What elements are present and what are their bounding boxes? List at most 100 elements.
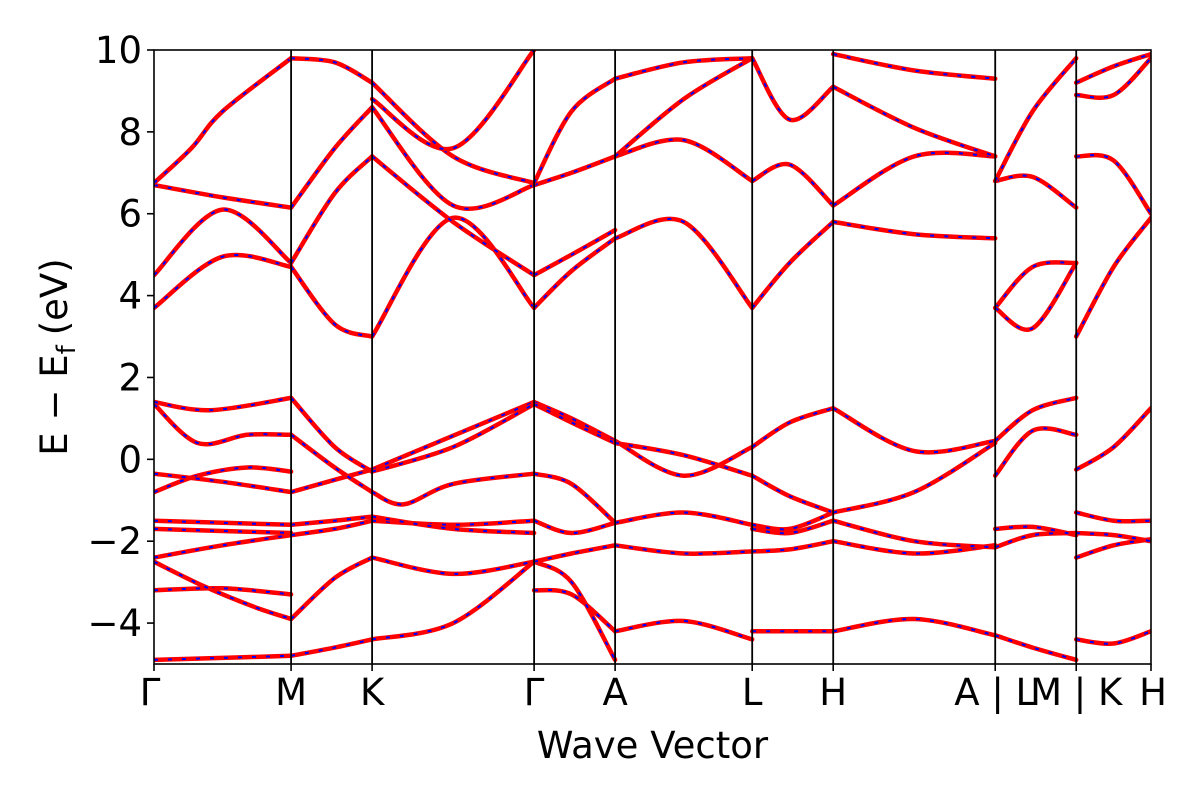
band-23-dashed bbox=[290, 106, 373, 209]
band-35-dashed bbox=[371, 81, 535, 184]
band-87-solid bbox=[1073, 510, 1151, 524]
band-35-solid bbox=[369, 80, 537, 186]
band-72-dashed bbox=[832, 151, 996, 207]
band-36-dashed bbox=[371, 50, 535, 151]
band-40-solid bbox=[531, 518, 618, 536]
band-63-dashed bbox=[751, 221, 834, 309]
band-28-solid bbox=[369, 514, 537, 536]
band-26-solid bbox=[369, 555, 537, 577]
band-37-solid bbox=[531, 587, 618, 634]
x-tick-label-9: H bbox=[1139, 671, 1167, 714]
band-42-solid bbox=[531, 399, 618, 444]
band-20-dashed bbox=[290, 397, 373, 473]
band-4-solid bbox=[154, 518, 294, 528]
band-88-solid bbox=[1073, 405, 1151, 472]
y-tick-label-0: −4 bbox=[87, 602, 142, 645]
band-34-dashed bbox=[371, 106, 535, 210]
band-78-dashed bbox=[994, 427, 1077, 477]
band-70-dashed bbox=[832, 407, 996, 454]
band-84-solid bbox=[1073, 629, 1151, 647]
band-36-solid bbox=[369, 50, 537, 152]
band-41-dashed bbox=[533, 472, 616, 524]
x-tick-labels: Γ M K Γ A L H A | LM | K H bbox=[140, 664, 1167, 714]
x-tick-label-5: L bbox=[742, 671, 763, 714]
band-5-solid bbox=[154, 526, 294, 536]
band-62-solid bbox=[749, 473, 836, 515]
x-tick-label-1: M bbox=[275, 671, 307, 714]
band-9-solid bbox=[154, 395, 294, 413]
band-81-dashed bbox=[994, 262, 1078, 331]
band-61-dashed bbox=[751, 407, 834, 448]
band-74-solid bbox=[830, 51, 998, 81]
band-12-solid bbox=[154, 182, 294, 210]
band-90-dashed bbox=[1076, 154, 1151, 215]
y-axis-label-unit: (eV) bbox=[33, 258, 76, 335]
band-58-solid bbox=[749, 538, 836, 554]
band-89-solid bbox=[1073, 215, 1151, 339]
band-31-dashed bbox=[371, 403, 535, 473]
band-53-dashed bbox=[614, 217, 753, 309]
x-tick-label-4: A bbox=[602, 671, 627, 714]
y-tick-label-2: 0 bbox=[118, 438, 142, 481]
band-22-solid bbox=[288, 154, 375, 266]
band-75-solid bbox=[992, 633, 1079, 663]
band-85-solid bbox=[1073, 536, 1151, 560]
band-47-dashed bbox=[533, 77, 616, 184]
band-2-solid bbox=[154, 559, 294, 622]
band-13-solid bbox=[154, 55, 294, 186]
x-tick-label-0: Γ bbox=[140, 671, 161, 714]
band-88-dashed bbox=[1075, 407, 1151, 471]
band-79-dashed bbox=[994, 396, 1077, 442]
band-83-solid bbox=[992, 55, 1079, 184]
band-65-solid bbox=[749, 55, 836, 123]
y-axis-label: E − Ef (eV) bbox=[33, 258, 82, 455]
y-tick-label-1: −2 bbox=[87, 520, 142, 563]
band-lines bbox=[154, 50, 1151, 663]
y-tick-label-4: 4 bbox=[118, 275, 142, 318]
band-7-dashed bbox=[154, 472, 292, 494]
band-39-dashed bbox=[533, 544, 616, 563]
band-19-solid bbox=[288, 432, 375, 495]
band-14-dashed bbox=[290, 638, 373, 657]
band-17-dashed bbox=[291, 515, 373, 526]
band-71-solid bbox=[830, 219, 998, 241]
x-tick-label-8: M | K bbox=[1030, 671, 1124, 714]
band-32-dashed bbox=[371, 216, 535, 338]
band-69-solid bbox=[830, 440, 998, 515]
band-70-solid bbox=[830, 405, 998, 455]
band-18-dashed bbox=[290, 468, 373, 494]
band-15-solid bbox=[288, 555, 375, 622]
band-39-solid bbox=[531, 543, 618, 564]
band-24-dashed bbox=[291, 57, 373, 84]
band-50-dashed bbox=[614, 511, 753, 526]
band-41-solid bbox=[531, 471, 618, 526]
band-48-dashed bbox=[614, 619, 753, 641]
band-12-dashed bbox=[154, 184, 292, 209]
band-90-solid bbox=[1073, 152, 1151, 216]
band-77-dashed bbox=[995, 525, 1077, 537]
band-61-solid bbox=[749, 405, 836, 450]
y-tick-label-6: 8 bbox=[118, 111, 142, 154]
band-79-solid bbox=[992, 395, 1079, 444]
band-21-solid bbox=[288, 264, 375, 339]
band-58-dashed bbox=[752, 540, 834, 553]
band-29-solid bbox=[369, 471, 537, 507]
band-69-dashed bbox=[832, 442, 996, 514]
band-10-solid bbox=[154, 252, 294, 311]
band-59-dashed bbox=[752, 519, 834, 535]
band-54-solid bbox=[612, 137, 755, 184]
band-53-solid bbox=[612, 216, 755, 311]
band-65-dashed bbox=[751, 57, 834, 121]
band-72-solid bbox=[830, 150, 998, 208]
band-10-dashed bbox=[154, 254, 292, 309]
band-30-dashed bbox=[371, 401, 535, 471]
band-80-solid bbox=[992, 260, 1079, 311]
band-21-dashed bbox=[290, 266, 373, 338]
x-axis-label: Wave Vector bbox=[537, 724, 769, 767]
band-3-dashed bbox=[154, 534, 292, 559]
band-78-solid bbox=[992, 426, 1079, 478]
band-9-dashed bbox=[154, 396, 292, 412]
y-ticks: −4 −2 0 2 4 6 8 10 bbox=[87, 29, 154, 645]
x-tick-label-6: H bbox=[819, 671, 847, 714]
